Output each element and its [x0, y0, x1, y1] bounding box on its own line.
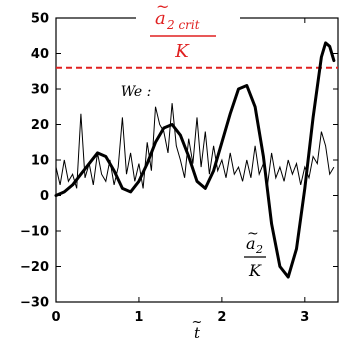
y-tick-label: −30 [20, 296, 49, 311]
x-tick-label: 3 [300, 310, 309, 325]
threshold-label-tilde: ~ [156, 0, 169, 16]
y-tick-label: −10 [20, 225, 49, 240]
y-tick-label: −20 [20, 260, 49, 275]
a2-label-denominator: K [248, 261, 262, 280]
x-tick-label: 1 [134, 310, 143, 325]
a2-label-numerator: a [246, 234, 256, 253]
y-tick-label: 30 [31, 83, 49, 98]
x-tick-label: 0 [51, 310, 60, 325]
y-tick-label: 40 [31, 47, 49, 62]
series-we-line [55, 103, 335, 189]
x-axis-label-tilde: ~ [192, 315, 203, 330]
threshold-label-bg [136, 6, 240, 56]
y-tick-label: 20 [31, 118, 49, 133]
threshold-label-numerator: a [155, 8, 166, 29]
threshold-label-denominator: K [174, 41, 190, 62]
a2-label-tilde: ~ [247, 226, 259, 242]
series-a2-over-k-line [54, 41, 336, 279]
y-tick-label: 50 [31, 12, 49, 27]
series-layer [54, 41, 338, 279]
y-tick-label: 10 [31, 154, 49, 169]
a2-label-subscript: 2 [255, 243, 263, 256]
series-we-label: We : [121, 84, 152, 100]
x-tick-label: 2 [217, 310, 226, 325]
plot-frame [55, 17, 339, 303]
x-axis-label: t [194, 324, 201, 342]
threshold-label-subscript: 2 crit [166, 18, 200, 32]
y-tick-label: 0 [40, 189, 49, 204]
